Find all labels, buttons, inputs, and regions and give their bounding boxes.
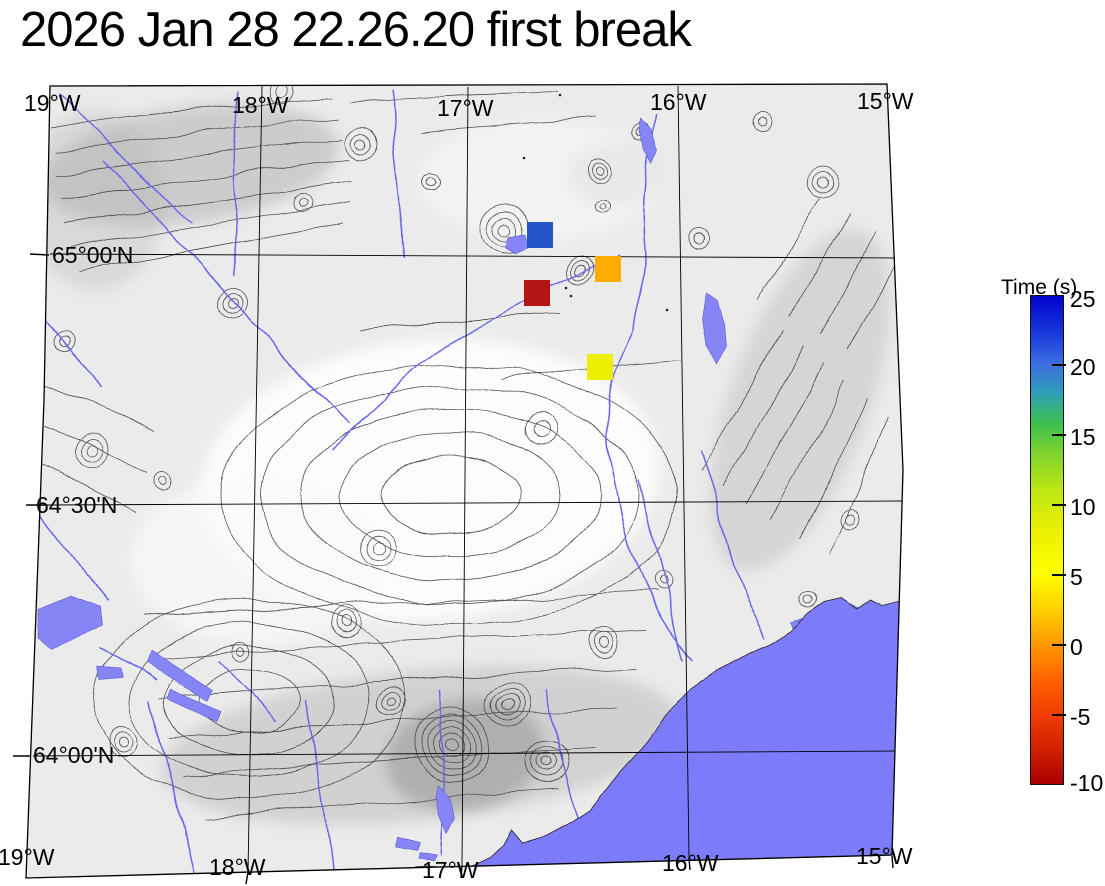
colorbar-gradient	[1030, 295, 1064, 785]
colorbar-tick-10	[1052, 504, 1066, 506]
colorbar-tick-20	[1052, 364, 1066, 366]
summit-dot	[564, 286, 568, 290]
colorbar-label-10: 10	[1070, 494, 1096, 520]
lon-label-top-16w: 16°W	[650, 89, 707, 115]
lon-label-bottom-19w: 19°W	[0, 844, 55, 870]
colorbar-label-0: 0	[1070, 634, 1083, 660]
lon-label-bottom-16w: 16°W	[662, 850, 719, 876]
lon-label-top-15w: 15°W	[857, 88, 914, 114]
lat-label-64-30n: 64°30'N	[36, 492, 118, 518]
hillshade	[26, 110, 165, 290]
station-orange-marker	[595, 256, 621, 282]
colorbar-tick-15	[1052, 434, 1066, 436]
colorbar-label-20: 20	[1070, 354, 1096, 380]
colorbar-label-n5: -5	[1070, 704, 1091, 730]
summit-dot	[569, 294, 573, 298]
hillshade	[420, 120, 660, 240]
colorbar-tick-5	[1052, 574, 1066, 576]
graticule	[32, 85, 903, 873]
ocean	[368, 598, 903, 876]
lon-label-top-17w: 17°W	[437, 95, 494, 121]
map-frame	[25, 83, 904, 879]
colorbar-tick-0	[1052, 644, 1066, 646]
lat-label-65-00n: 65°00'N	[52, 242, 134, 268]
colorbar-label-n10: -10	[1070, 770, 1104, 796]
lon-label-bottom-17w: 17°W	[422, 857, 479, 883]
colorbar-label-25: 25	[1070, 286, 1096, 312]
summit-dot	[665, 308, 669, 312]
colorbar-label-5: 5	[1070, 564, 1083, 590]
station-yellow-marker	[587, 354, 613, 380]
lat-label-64-00n: 64°00'N	[33, 742, 115, 768]
hillshade	[709, 229, 891, 571]
summit-dot	[558, 93, 562, 97]
lon-label-bottom-18w: 18°W	[209, 854, 266, 880]
plot-title: 2026 Jan 28 22.26.20 first break	[20, 3, 692, 57]
summit-dot	[522, 156, 526, 160]
lon-label-top-19w: 19°W	[24, 90, 81, 116]
colorbar-title: Time (s)	[1001, 276, 1078, 299]
lon-label-bottom-15w: 15°W	[856, 843, 913, 869]
lakes	[37, 117, 865, 862]
colorbar-tick-n5	[1052, 714, 1066, 716]
station-red-marker	[524, 280, 550, 306]
station-blue-marker	[527, 222, 553, 248]
lon-label-top-18w: 18°W	[232, 92, 289, 118]
colorbar-label-15: 15	[1070, 424, 1096, 450]
hillshade	[130, 475, 390, 645]
frame-ticks	[13, 253, 894, 885]
